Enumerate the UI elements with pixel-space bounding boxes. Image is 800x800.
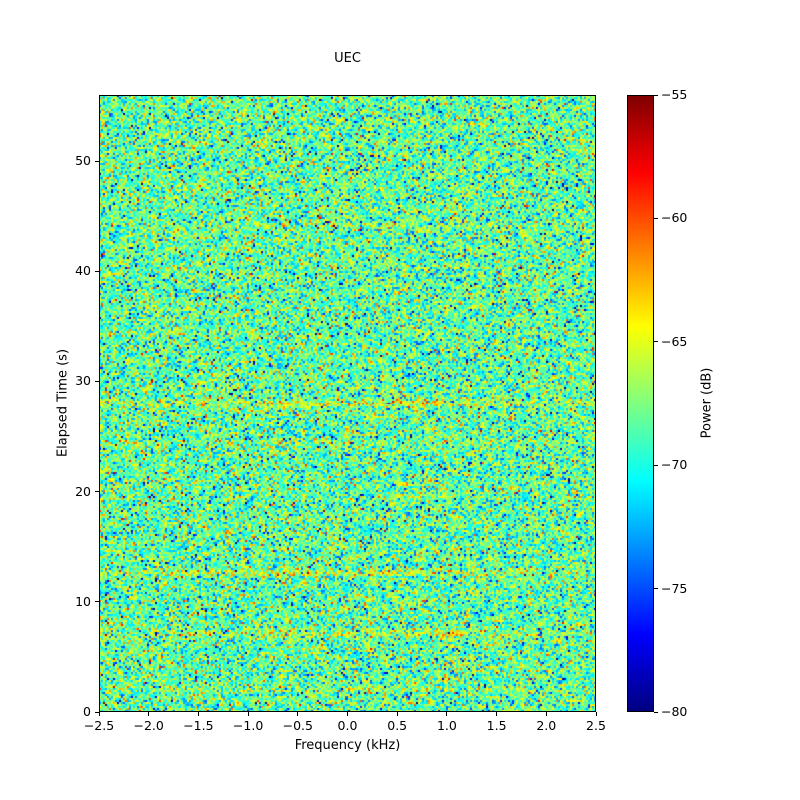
- spectrogram-heatmap: [99, 95, 596, 712]
- x-tick-label: 1.0: [436, 718, 457, 733]
- y-tick-label: 10: [75, 593, 91, 609]
- colorbar-tick-mark: [654, 341, 658, 343]
- y-tick-mark: [95, 711, 99, 713]
- colorbar-tick-mark: [654, 94, 658, 96]
- x-tick-mark: [595, 712, 597, 716]
- x-tick-mark: [446, 712, 448, 716]
- x-axis-label: Frequency (kHz): [294, 738, 401, 753]
- colorbar-tick-mark: [654, 464, 658, 466]
- x-tick-mark: [396, 712, 398, 716]
- colorbar-tick-label: −55: [661, 87, 688, 102]
- y-tick-label: 30: [75, 373, 91, 389]
- colorbar-tick-mark: [654, 217, 658, 219]
- y-tick-label: 40: [75, 263, 91, 279]
- colorbar-tick-label: −70: [661, 457, 688, 473]
- x-tick-label: −2.5: [83, 718, 115, 733]
- colorbar-tick-mark: [654, 711, 658, 713]
- x-tick-mark: [197, 712, 199, 716]
- x-tick-mark: [148, 712, 150, 716]
- x-tick-label: 0.0: [337, 718, 358, 733]
- chart-title: UEC: [334, 51, 361, 66]
- colorbar-tick-label: −60: [661, 210, 688, 226]
- colorbar-label: Power (dB): [699, 367, 715, 439]
- x-tick-label: −0.5: [282, 718, 313, 733]
- colorbar-tick-mark: [654, 588, 658, 590]
- x-tick-label: 0.5: [387, 718, 408, 733]
- x-tick-mark: [545, 712, 547, 716]
- colorbar-tick-label: −80: [661, 704, 688, 719]
- colorbar-tick-label: −75: [661, 580, 688, 596]
- y-tick-mark: [95, 491, 99, 493]
- x-tick-label: −1.5: [183, 718, 214, 733]
- colorbar-gradient: [627, 95, 654, 712]
- y-tick-mark: [95, 380, 99, 382]
- y-axis-label: Elapsed Time (s): [55, 348, 71, 458]
- y-tick-mark: [95, 270, 99, 272]
- y-tick-label: 50: [75, 153, 91, 169]
- x-tick-mark: [98, 712, 100, 716]
- y-tick-mark: [95, 601, 99, 603]
- y-tick-label: 0: [83, 704, 91, 719]
- y-tick-label: 20: [75, 483, 91, 499]
- x-tick-label: −2.0: [133, 718, 164, 733]
- x-tick-label: −1.0: [232, 718, 264, 733]
- x-tick-mark: [496, 712, 498, 716]
- y-tick-mark: [95, 160, 99, 162]
- x-tick-label: 1.5: [486, 718, 507, 733]
- colorbar-tick-label: −65: [661, 333, 688, 349]
- x-tick-label: 2.5: [586, 718, 606, 733]
- x-tick-label: 2.0: [536, 718, 557, 733]
- x-tick-mark: [347, 712, 348, 716]
- x-tick-mark: [247, 712, 249, 716]
- x-tick-mark: [297, 712, 299, 716]
